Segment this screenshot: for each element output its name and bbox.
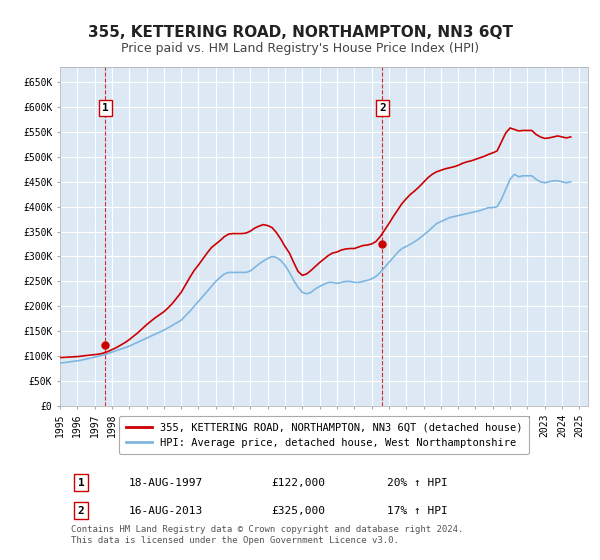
Text: 2: 2	[78, 506, 85, 516]
Text: 1: 1	[102, 103, 109, 113]
Text: 20% ↑ HPI: 20% ↑ HPI	[388, 478, 448, 488]
Text: £325,000: £325,000	[271, 506, 325, 516]
Text: £122,000: £122,000	[271, 478, 325, 488]
Legend: 355, KETTERING ROAD, NORTHAMPTON, NN3 6QT (detached house), HPI: Average price, : 355, KETTERING ROAD, NORTHAMPTON, NN3 6Q…	[119, 416, 529, 454]
Text: 355, KETTERING ROAD, NORTHAMPTON, NN3 6QT: 355, KETTERING ROAD, NORTHAMPTON, NN3 6Q…	[88, 25, 512, 40]
Text: Price paid vs. HM Land Registry's House Price Index (HPI): Price paid vs. HM Land Registry's House …	[121, 42, 479, 55]
Text: 18-AUG-1997: 18-AUG-1997	[128, 478, 203, 488]
Text: 2: 2	[379, 103, 386, 113]
Text: 1: 1	[78, 478, 85, 488]
Text: Contains HM Land Registry data © Crown copyright and database right 2024.
This d: Contains HM Land Registry data © Crown c…	[71, 525, 463, 544]
Text: 17% ↑ HPI: 17% ↑ HPI	[388, 506, 448, 516]
Text: 16-AUG-2013: 16-AUG-2013	[128, 506, 203, 516]
